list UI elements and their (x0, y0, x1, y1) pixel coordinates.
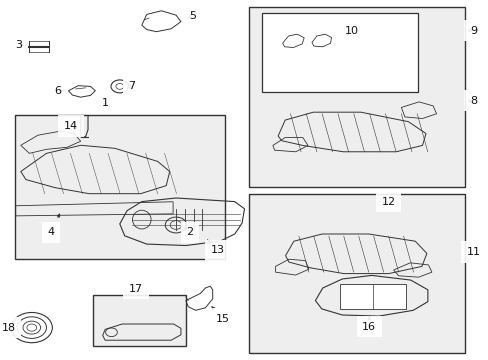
Text: 10: 10 (345, 26, 358, 36)
Text: 11: 11 (466, 247, 479, 257)
Bar (93, 295, 185, 346)
Bar (249, 7, 464, 187)
Text: 12: 12 (381, 197, 395, 207)
Bar (339, 284, 405, 309)
Text: 15: 15 (211, 307, 229, 324)
Text: 6: 6 (54, 86, 62, 96)
Text: 8: 8 (468, 96, 476, 106)
Text: 7: 7 (127, 81, 135, 91)
Text: 4: 4 (48, 214, 60, 237)
Text: 1: 1 (102, 98, 108, 108)
Text: 13: 13 (207, 240, 224, 255)
Text: 3: 3 (15, 40, 23, 50)
Bar (261, 13, 417, 92)
Text: 9: 9 (468, 26, 476, 36)
Text: 16: 16 (362, 316, 375, 332)
Text: 14: 14 (64, 121, 78, 131)
Text: 2: 2 (183, 227, 193, 237)
Text: 18: 18 (2, 323, 16, 333)
Bar (249, 194, 464, 353)
Text: 17: 17 (129, 284, 142, 294)
Bar (15, 115, 224, 259)
Text: 5: 5 (188, 11, 196, 21)
